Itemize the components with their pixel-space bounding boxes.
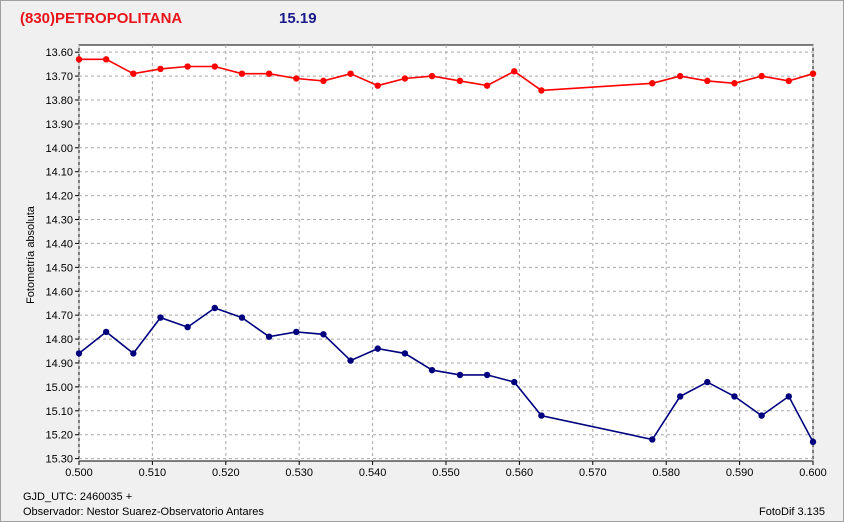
data-point bbox=[320, 331, 327, 338]
x-tick-labels: 0.500 0.510 0.520 0.530 0.540 0.550 0.560 0.570… bbox=[65, 461, 827, 479]
data-point bbox=[238, 70, 246, 77]
data-point bbox=[809, 438, 817, 446]
y-tick-label: 13.60 bbox=[45, 47, 73, 59]
data-point bbox=[511, 68, 518, 75]
observer-label: Observador: Nestor Suarez-Observatorio A… bbox=[23, 506, 264, 518]
y-tick-labels: 13.60 13.70 13.80 13.90 14.00 14.10 14.20 14.30… bbox=[45, 47, 79, 466]
x-tick-label: 0.500 bbox=[65, 467, 93, 479]
data-point bbox=[704, 378, 711, 386]
data-point bbox=[483, 371, 491, 379]
series-1 bbox=[75, 304, 817, 446]
y-tick-label: 14.20 bbox=[45, 191, 73, 203]
gjd-label: GJD_UTC: 2460035 + bbox=[23, 491, 133, 503]
x-tick-label: 0.510 bbox=[139, 467, 167, 479]
data-point bbox=[184, 63, 191, 70]
data-point bbox=[511, 378, 518, 386]
y-tick-label: 14.10 bbox=[45, 167, 73, 179]
data-point bbox=[211, 304, 218, 312]
data-point bbox=[75, 350, 83, 357]
y-tick-label: 14.80 bbox=[45, 334, 73, 346]
data-point bbox=[649, 80, 656, 87]
data-point bbox=[293, 75, 300, 82]
x-tick-label: 0.600 bbox=[799, 467, 827, 479]
data-point bbox=[347, 70, 354, 77]
y-tick-label: 15.00 bbox=[45, 382, 73, 394]
data-point bbox=[157, 65, 164, 73]
x-tick-label: 0.530 bbox=[285, 467, 313, 479]
y-tick-label: 14.70 bbox=[45, 310, 73, 322]
data-series bbox=[75, 56, 817, 446]
data-point bbox=[238, 314, 246, 321]
data-point bbox=[347, 357, 354, 364]
data-point bbox=[211, 63, 218, 70]
y-tick-label: 14.30 bbox=[45, 215, 73, 227]
data-point bbox=[538, 87, 545, 94]
data-point bbox=[538, 412, 545, 419]
data-point bbox=[456, 371, 464, 379]
data-point bbox=[157, 314, 164, 321]
y-tick-label: 15.20 bbox=[45, 430, 73, 442]
y-tick-label: 14.50 bbox=[45, 262, 73, 274]
data-point bbox=[704, 77, 711, 85]
data-point bbox=[758, 412, 765, 419]
data-point bbox=[320, 77, 327, 85]
data-point bbox=[75, 56, 83, 63]
data-point bbox=[265, 70, 273, 77]
data-point bbox=[374, 345, 381, 352]
object-name-title: (830)PETROPOLITANA bbox=[20, 10, 183, 27]
series-0 bbox=[75, 56, 817, 94]
y-tick-label: 14.90 bbox=[45, 358, 73, 370]
x-tick-label: 0.520 bbox=[212, 467, 240, 479]
grid-lines bbox=[78, 45, 814, 461]
x-tick-label: 0.570 bbox=[579, 467, 607, 479]
data-point bbox=[428, 72, 436, 80]
y-tick-label: 14.00 bbox=[45, 143, 73, 155]
data-point bbox=[374, 82, 381, 89]
x-tick-label: 0.560 bbox=[506, 467, 534, 479]
data-point bbox=[428, 366, 436, 374]
data-point bbox=[130, 70, 137, 77]
data-point bbox=[731, 80, 738, 87]
data-point bbox=[184, 323, 191, 331]
data-point bbox=[785, 393, 792, 400]
x-tick-label: 0.590 bbox=[726, 467, 754, 479]
data-point bbox=[102, 56, 110, 63]
data-point bbox=[102, 328, 110, 336]
y-tick-label: 13.70 bbox=[45, 71, 73, 83]
data-point bbox=[758, 72, 765, 80]
data-point bbox=[401, 350, 409, 357]
y-tick-label: 15.30 bbox=[45, 454, 73, 466]
data-point bbox=[401, 75, 409, 82]
data-point bbox=[483, 82, 491, 89]
x-tick-label: 0.580 bbox=[652, 467, 680, 479]
data-point bbox=[731, 393, 738, 400]
y-tick-label: 14.40 bbox=[45, 238, 73, 250]
y-tick-label: 14.60 bbox=[45, 286, 73, 298]
y-tick-label: 13.90 bbox=[45, 119, 73, 131]
photometry-chart: 13.60 13.70 13.80 13.90 14.00 14.10 14.20 14.30… bbox=[45, 44, 827, 479]
data-point bbox=[130, 350, 137, 357]
magnitude-value: 15.19 bbox=[279, 10, 317, 27]
data-point bbox=[649, 436, 656, 443]
x-tick-label: 0.550 bbox=[432, 467, 460, 479]
data-point bbox=[456, 77, 464, 85]
data-point bbox=[785, 77, 792, 85]
data-point bbox=[676, 72, 684, 80]
data-point bbox=[676, 393, 684, 400]
software-version: FotoDif 3.135 bbox=[759, 506, 826, 518]
x-tick-label: 0.540 bbox=[359, 467, 387, 479]
y-tick-label: 15.10 bbox=[45, 406, 73, 418]
data-point bbox=[293, 328, 300, 336]
data-point bbox=[265, 333, 273, 340]
data-point bbox=[809, 70, 817, 77]
y-tick-label: 13.80 bbox=[45, 95, 73, 107]
